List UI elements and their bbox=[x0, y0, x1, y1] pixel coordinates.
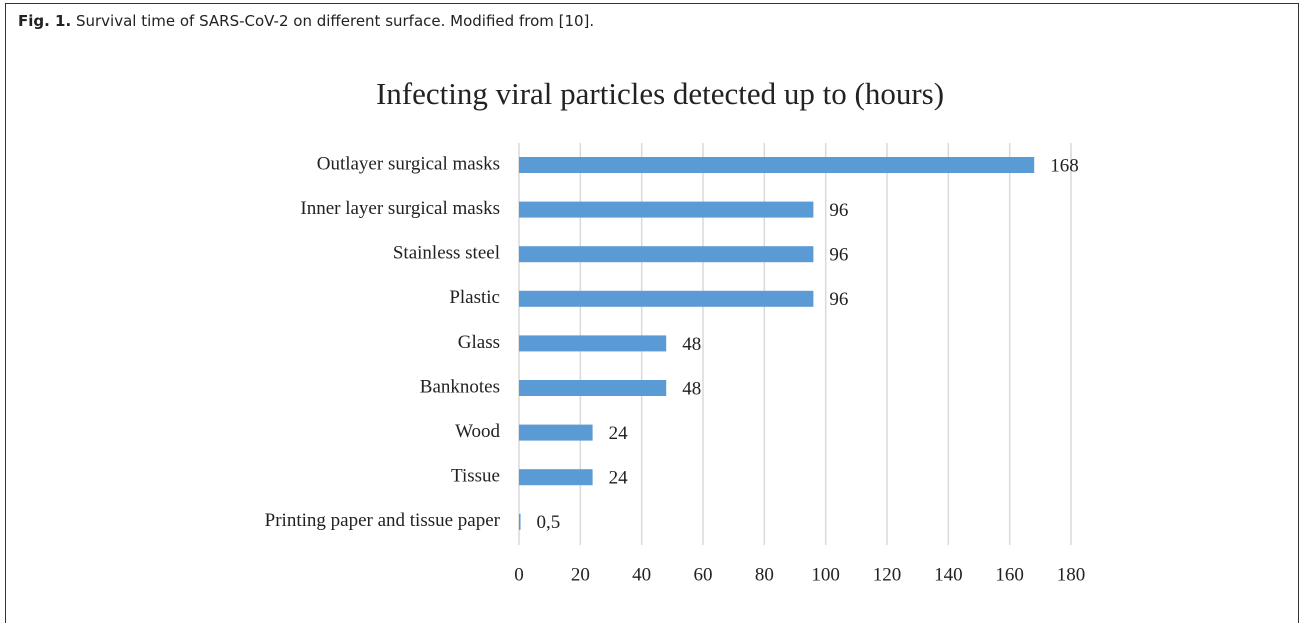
figure-frame bbox=[5, 3, 1299, 623]
x-tick-label: 0 bbox=[514, 564, 524, 585]
x-tick-label: 100 bbox=[811, 564, 840, 585]
bar bbox=[519, 380, 667, 396]
data-label: 96 bbox=[829, 289, 848, 310]
bar bbox=[519, 201, 814, 218]
x-tick-label: 120 bbox=[873, 564, 902, 585]
data-label: 48 bbox=[682, 378, 701, 399]
y-tick-label: Banknotes bbox=[420, 376, 500, 397]
y-tick-label: Outlayer surgical masks bbox=[317, 153, 500, 174]
data-label: 48 bbox=[682, 334, 701, 355]
y-tick-label: Tissue bbox=[451, 466, 500, 487]
bar bbox=[519, 424, 593, 441]
y-tick-label: Plastic bbox=[449, 287, 500, 308]
bar bbox=[519, 290, 814, 307]
y-tick-label: Stainless steel bbox=[393, 243, 500, 264]
x-tick-label: 160 bbox=[995, 564, 1024, 585]
bar bbox=[519, 157, 1035, 173]
y-tick-label: Inner layer surgical masks bbox=[300, 198, 500, 219]
data-label: 24 bbox=[609, 468, 629, 489]
caption: Fig. 1. Survival time of SARS-CoV-2 on d… bbox=[18, 12, 594, 30]
data-label: 168 bbox=[1050, 155, 1079, 176]
caption-label: Fig. 1. bbox=[18, 12, 72, 30]
chart-title: Infecting viral particles detected up to… bbox=[376, 76, 944, 111]
caption-text: Survival time of SARS-CoV-2 on different… bbox=[75, 12, 595, 30]
bar bbox=[519, 246, 814, 263]
y-tick-label: Glass bbox=[458, 332, 500, 353]
data-label: 96 bbox=[829, 245, 848, 266]
y-tick-label: Printing paper and tissue paper bbox=[265, 510, 501, 531]
data-label: 96 bbox=[829, 200, 848, 221]
bar bbox=[519, 469, 593, 486]
data-label: 24 bbox=[609, 423, 629, 444]
y-tick-label: Wood bbox=[455, 421, 500, 442]
bar bbox=[519, 513, 521, 530]
x-tick-label: 60 bbox=[694, 564, 713, 585]
x-tick-label: 20 bbox=[571, 564, 590, 585]
x-tick-label: 140 bbox=[934, 564, 963, 585]
x-tick-label: 80 bbox=[755, 564, 774, 585]
x-tick-label: 40 bbox=[632, 564, 651, 585]
x-tick-label: 180 bbox=[1057, 564, 1086, 585]
bar bbox=[519, 335, 667, 352]
data-label: 0,5 bbox=[537, 512, 561, 533]
